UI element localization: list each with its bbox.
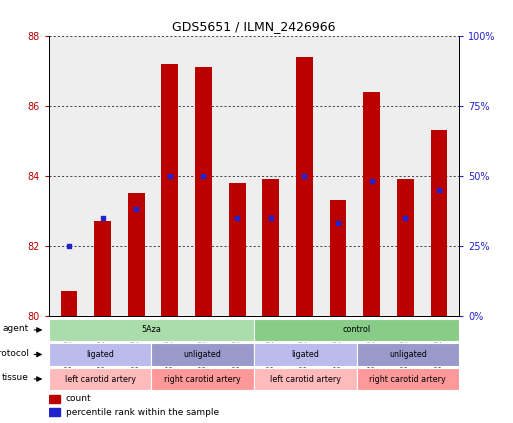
Point xyxy=(267,214,275,221)
Bar xyxy=(128,193,145,316)
Text: left carotid artery: left carotid artery xyxy=(270,374,341,384)
Point xyxy=(166,173,174,179)
Text: percentile rank within the sample: percentile rank within the sample xyxy=(66,408,219,417)
Bar xyxy=(162,64,178,316)
Bar xyxy=(49,368,151,390)
Text: left carotid artery: left carotid artery xyxy=(65,374,135,384)
Bar xyxy=(49,395,60,403)
Title: GDS5651 / ILMN_2426966: GDS5651 / ILMN_2426966 xyxy=(172,20,336,33)
Bar xyxy=(254,368,357,390)
Text: right carotid artery: right carotid artery xyxy=(369,374,446,384)
Bar xyxy=(151,343,254,365)
Point xyxy=(233,214,241,221)
Bar xyxy=(229,183,246,316)
Bar xyxy=(49,343,151,365)
Text: ligated: ligated xyxy=(291,350,319,359)
Point xyxy=(65,242,73,249)
Bar xyxy=(430,130,447,316)
Bar xyxy=(254,343,357,365)
Point xyxy=(334,220,342,227)
Bar xyxy=(151,368,254,390)
Bar xyxy=(195,67,212,316)
Text: count: count xyxy=(66,395,92,404)
Text: tissue: tissue xyxy=(2,373,29,382)
Bar xyxy=(49,408,60,416)
Text: control: control xyxy=(343,325,370,335)
Bar xyxy=(49,319,254,341)
Bar xyxy=(330,200,346,316)
Point xyxy=(132,206,140,213)
Text: ligated: ligated xyxy=(86,350,114,359)
Text: agent: agent xyxy=(3,324,29,333)
Text: 5Aza: 5Aza xyxy=(142,325,161,335)
Text: unligated: unligated xyxy=(184,350,222,359)
Bar xyxy=(357,368,459,390)
Point xyxy=(98,214,107,221)
Bar xyxy=(397,179,413,316)
Bar xyxy=(61,291,77,316)
Text: protocol: protocol xyxy=(0,349,29,358)
Bar xyxy=(94,221,111,316)
Bar xyxy=(296,57,313,316)
Text: right carotid artery: right carotid artery xyxy=(164,374,241,384)
Bar xyxy=(262,179,279,316)
Point xyxy=(200,173,208,179)
Bar xyxy=(357,343,459,365)
Point xyxy=(401,214,409,221)
Point xyxy=(300,173,308,179)
Point xyxy=(368,178,376,185)
Bar xyxy=(363,92,380,316)
Text: unligated: unligated xyxy=(389,350,427,359)
Bar xyxy=(254,319,459,341)
Point xyxy=(435,187,443,193)
